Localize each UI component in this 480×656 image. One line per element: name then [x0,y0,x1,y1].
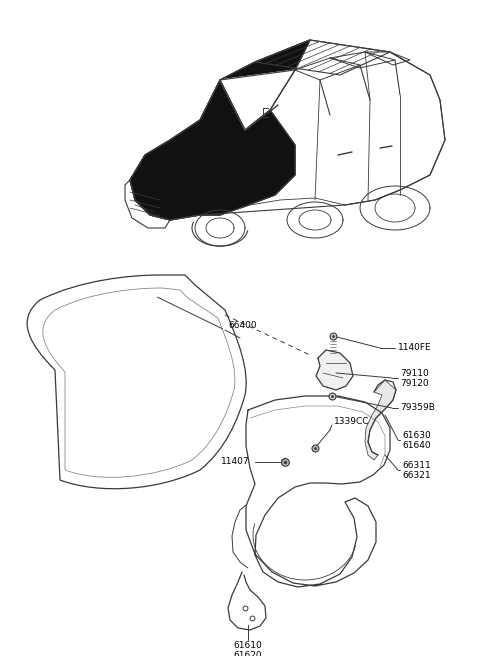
Text: 61610: 61610 [234,642,263,651]
Polygon shape [220,40,310,130]
Polygon shape [316,350,353,390]
Text: 79120: 79120 [400,379,429,388]
Text: 61630: 61630 [402,432,431,440]
Text: 1339CC: 1339CC [334,417,370,426]
Text: 66400: 66400 [228,321,257,329]
PathPatch shape [27,275,246,489]
Text: 61620: 61620 [234,651,262,656]
Text: 79110: 79110 [400,369,429,379]
Polygon shape [130,80,295,220]
Text: 79359B: 79359B [400,403,435,413]
Polygon shape [365,380,396,460]
Text: 11407: 11407 [221,457,250,466]
Text: 66321: 66321 [402,470,431,480]
Text: 66311: 66311 [402,462,431,470]
Text: 61640: 61640 [402,440,431,449]
Text: 1140FE: 1140FE [398,344,432,352]
Polygon shape [220,70,295,130]
